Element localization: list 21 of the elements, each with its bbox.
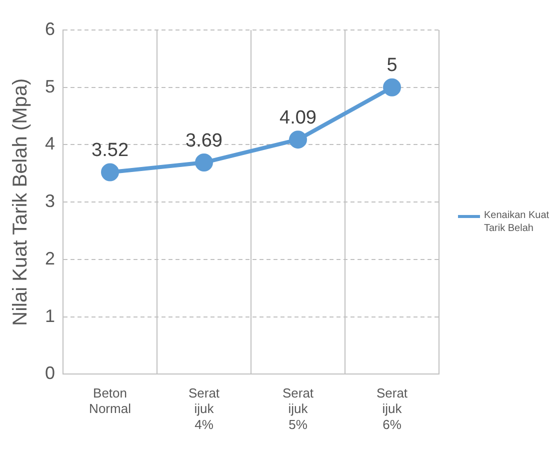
y-tick-label: 2	[44, 248, 56, 268]
x-tick-label: Beton Normal	[89, 386, 132, 416]
point	[195, 154, 214, 172]
x-tick-label: Serat ijuk 6%	[376, 386, 408, 432]
data-label: 5	[386, 55, 398, 76]
x-tick-label: Serat ijuk 4%	[188, 386, 220, 432]
point	[289, 130, 308, 149]
point	[101, 163, 120, 182]
data-label: 3.69	[186, 130, 222, 152]
x-tick-label: Serat ijuk 5%	[282, 386, 314, 432]
y-axis-title: Nilai Kuat Tarik Belah (Mpa)	[10, 78, 32, 326]
y-tick-label: 6	[44, 18, 56, 39]
legend-label: Kenaikan Kuat Tarik Belah	[484, 210, 550, 235]
data-label: 3.52	[92, 140, 128, 162]
y-tick-label: 1	[44, 306, 56, 326]
data-label: 4.09	[280, 107, 316, 128]
y-tick-label: 4	[44, 134, 56, 154]
point	[383, 78, 401, 96]
y-tick-label: 3	[44, 191, 56, 212]
y-tick-label: 0	[44, 363, 56, 384]
y-tick-label: 5	[44, 76, 56, 96]
